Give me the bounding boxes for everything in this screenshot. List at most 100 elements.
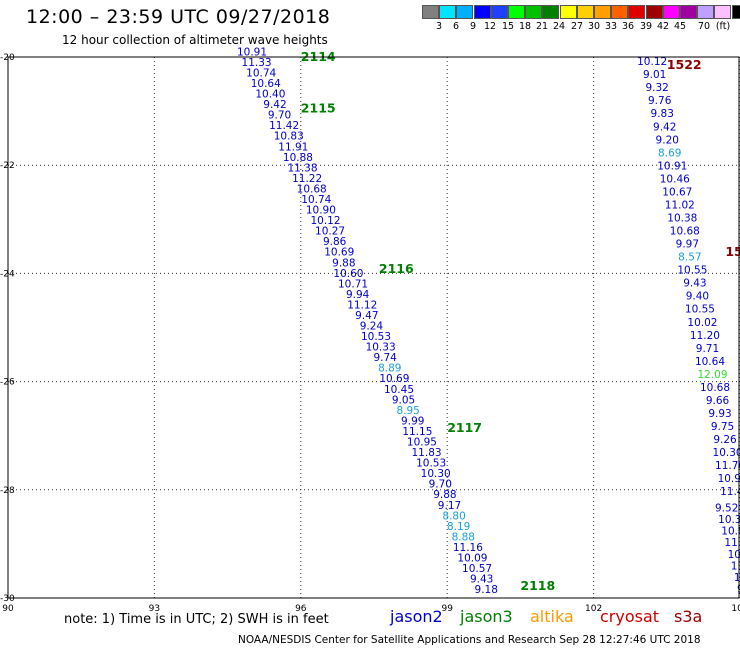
- track-b-swh-value: 11.49: [720, 486, 740, 498]
- track-a-swh-value: 10.69: [379, 373, 409, 385]
- track-a-swh-value: 10.53: [361, 331, 391, 343]
- track-b-swh-value: 9.71: [696, 343, 719, 355]
- track-b-edge-value: 10.8: [721, 526, 740, 538]
- track-b-swh-value: 11.20: [690, 330, 720, 342]
- track-a-swh-value: 10.71: [338, 278, 368, 290]
- track-a-swh-value: 10.88: [283, 152, 313, 164]
- track-a-swh-value: 9.05: [392, 394, 415, 406]
- track-b-swh-value: 9.20: [656, 134, 679, 146]
- track-b-edge-value: 10.: [728, 549, 740, 561]
- track-id-label: 2118: [520, 578, 555, 593]
- note-text: note: 1) Time is in UTC; 2) SWH is in fe…: [64, 612, 329, 627]
- color-bar-label: 30: [587, 21, 601, 32]
- color-bar-label: 18: [518, 21, 532, 32]
- legend-s3a: s3a: [674, 607, 703, 626]
- color-bar-swatch: [473, 5, 491, 19]
- track-a-swh-value: 11.38: [287, 162, 317, 174]
- track-b-swh-value: 10.68: [670, 226, 700, 238]
- color-bar-label: 3: [435, 21, 443, 32]
- track-a-swh-value: 10.09: [457, 552, 487, 564]
- track-b-swh-value: 9.97: [676, 239, 699, 251]
- color-bar-swatch: [490, 5, 508, 19]
- color-bar-label: 21: [535, 21, 549, 32]
- legend-cryosat: cryosat: [600, 607, 660, 626]
- color-bar-swatch: [662, 5, 680, 19]
- track-a-swh-value: 9.99: [401, 415, 424, 427]
- track-a-swh-value: 9.88: [433, 489, 456, 501]
- color-bar-swatch: [731, 5, 740, 19]
- track-a-swh-value: 11.12: [347, 299, 377, 311]
- lat-tick-label: -20: [0, 53, 15, 63]
- track-a-swh-value: 9.42: [263, 99, 286, 111]
- color-bar-label: 27: [570, 21, 584, 32]
- track-b-swh-value: 10.46: [660, 173, 690, 185]
- track-b-edge-value: 10: [734, 572, 740, 584]
- lat-tick-label: -30: [0, 594, 15, 604]
- legend-jason3: jason3: [460, 607, 513, 626]
- track-b-swh-value: 9.42: [653, 121, 676, 133]
- track-b-swh-value: 10.38: [667, 213, 697, 225]
- lon-tick-label: 96: [295, 604, 307, 614]
- track-b-swh-value: 9.76: [648, 95, 672, 107]
- track-a-swh-value: 10.83: [274, 131, 304, 143]
- lon-tick-label: 93: [149, 604, 160, 614]
- track-id-label: 2116: [379, 261, 414, 276]
- color-bar-label: 36: [621, 21, 635, 32]
- color-bar-label: 9: [469, 21, 477, 32]
- color-bar-swatch: [645, 5, 663, 19]
- color-bar-swatch: [628, 5, 646, 19]
- track-a-swh-value: 10.45: [384, 384, 414, 396]
- track-a-swh-value: 10.95: [407, 437, 437, 449]
- page-subtitle: 12 hour collection of altimeter wave hei…: [62, 33, 328, 47]
- track-b-swh-value: 8.57: [678, 252, 701, 264]
- track-a-swh-value: 9.24: [360, 321, 384, 333]
- color-bar-label: 12: [483, 21, 497, 32]
- track-id-label: 1522: [667, 57, 702, 72]
- page-title: 12:00 – 23:59 UTC 09/27/2018: [26, 6, 331, 28]
- track-a-swh-value: 9.47: [355, 310, 378, 322]
- color-bar-swatch: [456, 5, 474, 19]
- legend-altika: altika: [530, 607, 574, 626]
- track-a-swh-value: 9.18: [475, 584, 498, 596]
- track-b-swh-value: 9.01: [643, 69, 666, 81]
- color-bar-swatch: [559, 5, 577, 19]
- track-a-swh-value: 11.91: [278, 141, 308, 153]
- track-b-swh-value: 10.12: [637, 56, 667, 68]
- track-a-swh-value: 9.70: [429, 479, 452, 491]
- track-a-swh-value: 9.70: [268, 110, 291, 122]
- color-bar-label: 42: [656, 21, 670, 32]
- color-bar-label: 39: [639, 21, 653, 32]
- color-bar-swatch: [594, 5, 611, 19]
- color-bar-label: 45: [673, 21, 687, 32]
- color-bar-swatch: [525, 5, 543, 19]
- color-bar-label: 70: [697, 21, 711, 32]
- track-a-swh-value: 10.64: [251, 78, 281, 90]
- color-bar-label: 6: [452, 21, 460, 32]
- lon-tick-label: 105: [731, 604, 740, 614]
- lat-tick-label: -24: [0, 269, 15, 279]
- track-a-swh-value: 10.74: [301, 194, 331, 206]
- track-b-swh-value: 10.67: [662, 186, 692, 198]
- lat-tick-label: -26: [0, 378, 15, 388]
- track-a-swh-value: 11.33: [242, 57, 272, 69]
- track-a-swh-value: 8.89: [378, 363, 401, 375]
- track-a-swh-value: 10.74: [246, 67, 276, 79]
- track-a-swh-value: 9.17: [438, 500, 461, 512]
- track-a-swh-value: 9.43: [470, 574, 493, 586]
- track-b-swh-value: 9.66: [706, 395, 730, 407]
- track-a-swh-value: 10.69: [324, 247, 354, 259]
- track-b-edge-value: 11.4: [724, 537, 740, 549]
- map-frame: [7, 56, 740, 599]
- track-a-swh-value: 10.27: [315, 226, 345, 238]
- track-a-swh-value: 8.19: [447, 521, 470, 533]
- color-bar-swatch: [576, 5, 594, 19]
- track-a-swh-value: 10.60: [333, 268, 363, 280]
- track-a-swh-value: 11.15: [402, 426, 432, 438]
- lat-tick-label: -28: [0, 486, 15, 496]
- track-a-swh-value: 9.74: [373, 352, 397, 364]
- color-bar-swatch: [611, 5, 629, 19]
- lon-tick-label: 99: [441, 604, 453, 614]
- lon-tick-label: 90: [2, 604, 14, 614]
- track-a-swh-value: 11.16: [453, 542, 483, 554]
